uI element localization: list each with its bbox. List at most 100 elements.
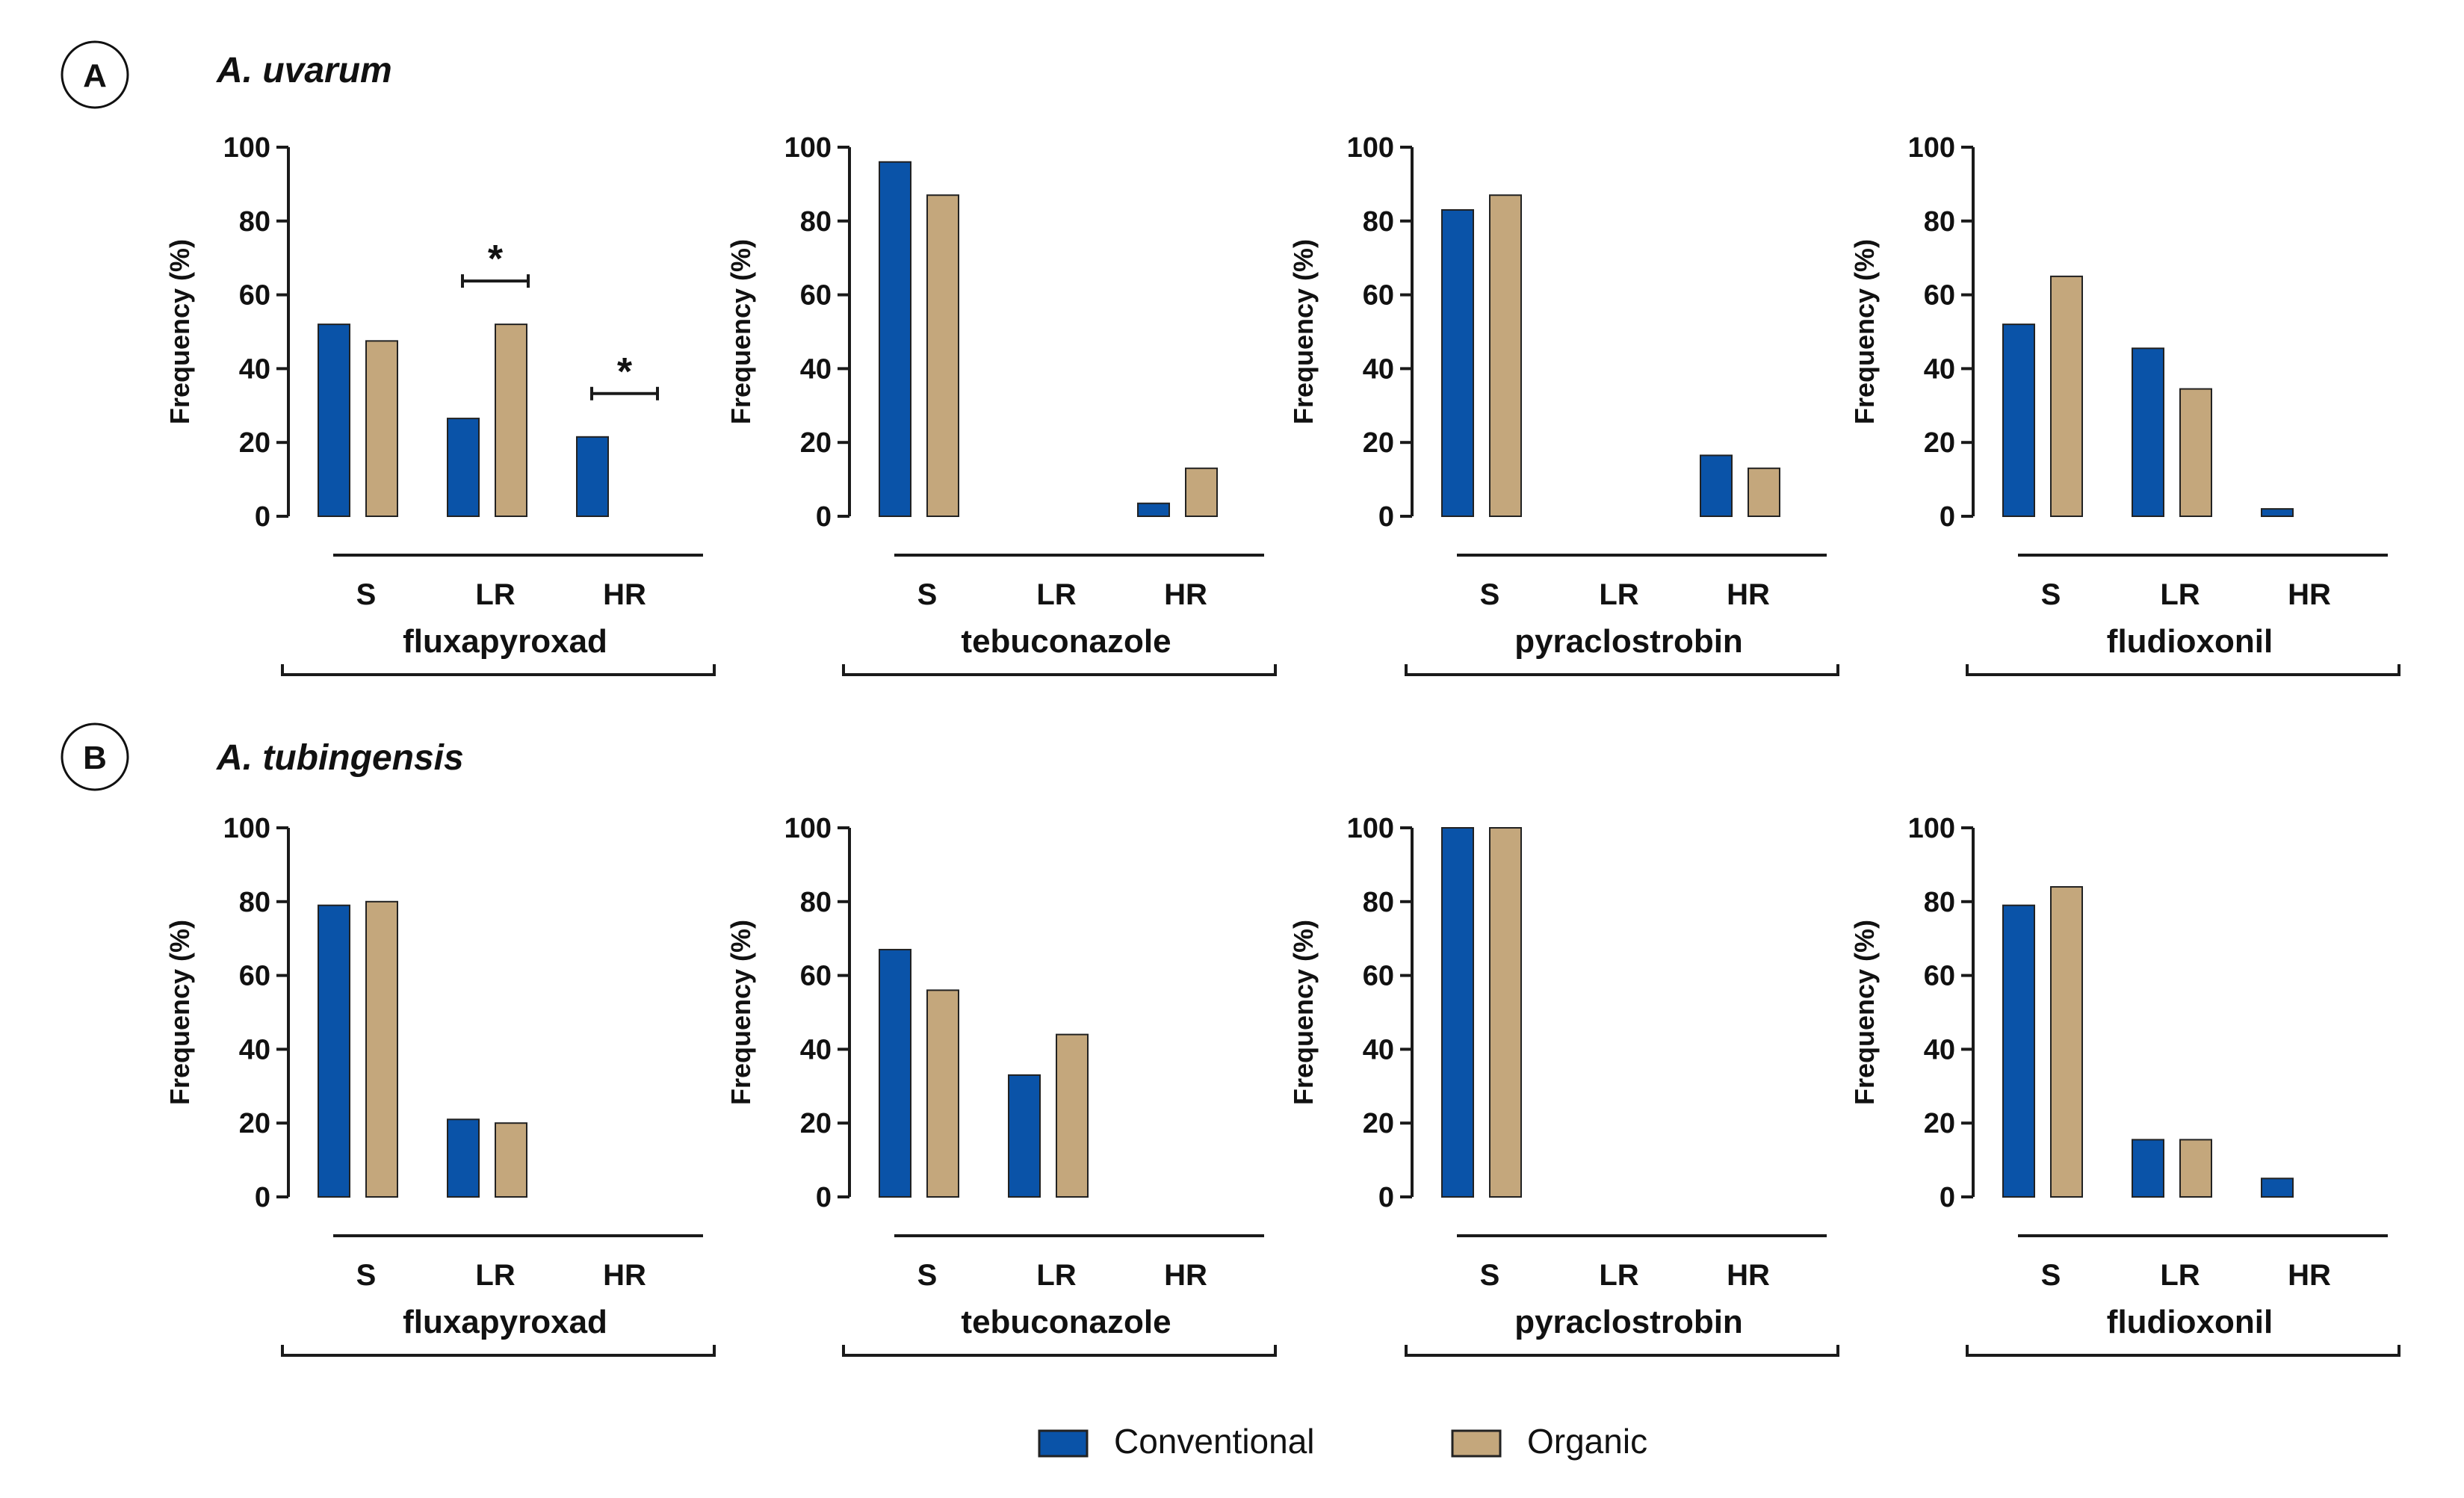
y-axis-label: Frequency (%) xyxy=(1288,920,1319,1105)
bar-organic-LR xyxy=(495,324,527,517)
y-tick-label: 100 xyxy=(1347,132,1394,164)
bar-organic-HR xyxy=(1748,467,1780,518)
bar-conventional-S xyxy=(1441,208,1474,517)
y-tick-label: 0 xyxy=(1378,1182,1394,1213)
y-tick-label: 100 xyxy=(784,813,832,844)
x-tick-label: S xyxy=(917,1259,938,1292)
fungicide-label: fluxapyroxad xyxy=(403,623,607,660)
y-tick-label: 40 xyxy=(1924,353,1955,385)
x-tick-label: LR xyxy=(475,578,515,611)
y-tick-label: 0 xyxy=(1940,1182,1955,1213)
species-title: A. uvarum xyxy=(216,51,392,90)
bar-conventional-S xyxy=(318,324,350,517)
fungicide-label: fluxapyroxad xyxy=(403,1304,607,1340)
significance-star: * xyxy=(617,350,633,394)
y-tick-label: 80 xyxy=(1924,206,1955,238)
y-axis-label: Frequency (%) xyxy=(164,239,195,424)
panel-A-fludioxonil: 0 20 40 60 80 100 Frequency (%) S LR HR fludioxoni… xyxy=(1849,132,2400,676)
x-tick-label: LR xyxy=(2160,1259,2200,1292)
panel-B-tebuconazole: 0 20 40 60 80 100 Frequency (%) S LR HR tebuconazo… xyxy=(725,813,1277,1357)
y-tick-label: 80 xyxy=(239,206,270,238)
bar-organic-S xyxy=(2050,275,2083,517)
legend-label-organic: Organic xyxy=(1527,1422,1647,1461)
panel-letter-A: A xyxy=(61,40,129,109)
panel-letter-B: B xyxy=(61,722,129,791)
x-tick-label: S xyxy=(356,578,377,611)
significance-star: * xyxy=(488,238,504,281)
fungicide-label: tebuconazole xyxy=(961,623,1171,660)
panel-B-pyraclostrobin: 0 20 40 60 80 100 Frequency (%) S LR HR pyraclostr… xyxy=(1288,813,1839,1357)
bar-conventional-HR xyxy=(2261,508,2294,517)
fungicide-bracket xyxy=(281,1345,716,1357)
bar-organic-S xyxy=(365,340,398,517)
bar-organic-S xyxy=(2050,886,2083,1198)
y-tick-label: 80 xyxy=(1924,887,1955,918)
y-tick-label: 0 xyxy=(816,1182,832,1213)
y-tick-label: 40 xyxy=(800,353,832,385)
bar-conventional-LR xyxy=(447,1118,480,1198)
panel-letter-circle xyxy=(61,722,129,791)
panel-A-tebuconazole: 0 20 40 60 80 100 Frequency (%) S LR HR tebuconazo… xyxy=(725,132,1277,676)
fungicide-bracket xyxy=(1966,664,2400,676)
y-tick-label: 100 xyxy=(1908,132,1955,164)
bar-organic-LR xyxy=(495,1122,527,1198)
panel-B-fludioxonil: 0 20 40 60 80 100 Frequency (%) S LR HR fludioxoni… xyxy=(1849,813,2400,1357)
bar-organic-S xyxy=(1489,194,1522,517)
y-axis-label: Frequency (%) xyxy=(164,920,195,1105)
y-tick-label: 20 xyxy=(800,427,832,459)
y-tick-label: 0 xyxy=(816,501,832,533)
x-tick-label: S xyxy=(917,578,938,611)
y-tick-label: 60 xyxy=(1363,280,1394,312)
x-tick-label: HR xyxy=(603,578,646,611)
x-tick-label: LR xyxy=(1036,1259,1076,1292)
bar-organic-LR xyxy=(2179,1139,2212,1198)
y-axis-label: Frequency (%) xyxy=(1288,239,1319,424)
x-tick-label: S xyxy=(2041,578,2061,611)
y-tick-label: 40 xyxy=(239,1034,270,1065)
y-tick-label: 100 xyxy=(1908,813,1955,844)
y-tick-label: 60 xyxy=(1924,961,1955,992)
y-tick-label: 60 xyxy=(800,280,832,312)
x-tick-label: S xyxy=(356,1259,377,1292)
bar-conventional-S xyxy=(1441,827,1474,1198)
y-tick-label: 80 xyxy=(800,887,832,918)
species-title: A. tubingensis xyxy=(216,738,464,778)
y-tick-label: 0 xyxy=(255,501,270,533)
x-tick-label: LR xyxy=(1599,1259,1638,1292)
bar-conventional-HR xyxy=(1137,502,1170,518)
panel-letter-text: B xyxy=(83,740,107,776)
bar-conventional-LR xyxy=(2132,1139,2164,1198)
bar-conventional-HR xyxy=(1700,454,1733,517)
bar-organic-S xyxy=(926,194,959,517)
y-tick-label: 20 xyxy=(239,1108,270,1139)
x-tick-label: HR xyxy=(1727,1259,1770,1292)
fungicide-label: tebuconazole xyxy=(961,1304,1171,1340)
panel-B-fluxapyroxad: 0 20 40 60 80 100 Frequency (%) S LR HR fluxapyrox… xyxy=(164,813,716,1357)
bar-conventional-LR xyxy=(1008,1074,1041,1198)
y-axis-label: Frequency (%) xyxy=(1849,239,1880,424)
x-tick-label: HR xyxy=(1164,1259,1207,1292)
x-tick-label: LR xyxy=(2160,578,2200,611)
fungicide-bracket xyxy=(1966,1345,2400,1357)
fungicide-label: pyraclostrobin xyxy=(1514,1304,1743,1340)
y-tick-label: 20 xyxy=(1363,427,1394,459)
y-tick-label: 40 xyxy=(1363,1034,1394,1065)
fungicide-bracket xyxy=(1405,664,1839,676)
bar-conventional-S xyxy=(318,904,350,1198)
y-tick-label: 60 xyxy=(239,280,270,312)
x-tick-label: LR xyxy=(1599,578,1638,611)
y-tick-label: 80 xyxy=(1363,206,1394,238)
bar-conventional-S xyxy=(879,949,911,1198)
y-tick-label: 60 xyxy=(1924,280,1955,312)
bar-conventional-HR xyxy=(2261,1177,2294,1198)
fungicide-bracket xyxy=(281,664,716,676)
panel-letter-circle xyxy=(61,40,129,109)
bar-conventional-S xyxy=(2002,324,2035,517)
y-tick-label: 100 xyxy=(223,813,270,844)
bar-conventional-LR xyxy=(447,418,480,518)
bar-conventional-S xyxy=(2002,904,2035,1198)
panel-letter-text: A xyxy=(83,58,107,94)
x-tick-label: HR xyxy=(603,1259,646,1292)
y-tick-label: 80 xyxy=(239,887,270,918)
x-tick-label: LR xyxy=(1036,578,1076,611)
